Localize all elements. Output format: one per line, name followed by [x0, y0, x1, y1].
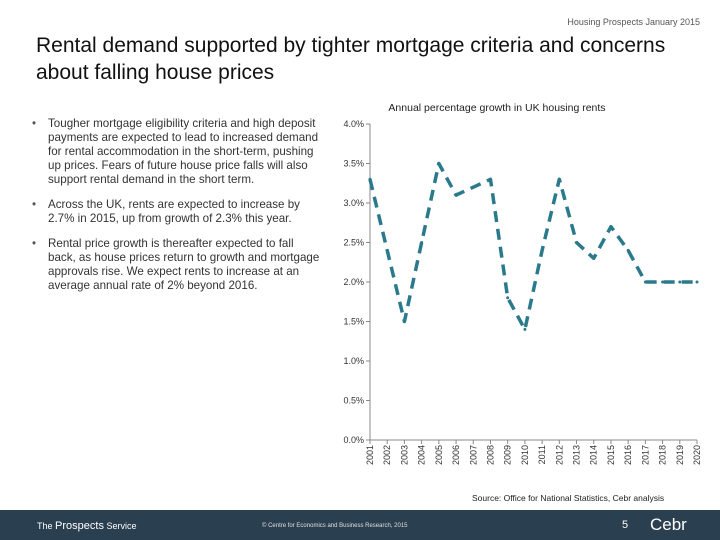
- page-title: Rental demand supported by tighter mortg…: [36, 34, 666, 84]
- x-tick-label: 2012: [554, 445, 564, 465]
- data-point: [661, 280, 665, 284]
- series-line: [368, 161, 697, 332]
- x-tick-label: 2009: [503, 445, 513, 465]
- bullet-item: • Tougher mortgage eligibility criteria a…: [30, 117, 320, 187]
- x-tick-label: 2007: [468, 445, 478, 465]
- x-tick-label: 2019: [675, 445, 685, 465]
- data-point: [643, 280, 647, 284]
- bullet-text: Tougher mortgage eligibility criteria an…: [48, 117, 319, 186]
- data-point: [385, 248, 389, 252]
- chart-title: Annual percentage growth in UK housing r…: [388, 102, 605, 114]
- data-point: [678, 280, 682, 284]
- x-tick-label: 2011: [537, 445, 547, 464]
- y-tick-label: 1.5%: [343, 317, 364, 327]
- data-point: [437, 162, 441, 165]
- data-point: [557, 177, 561, 181]
- y-tick-label: 2.5%: [343, 238, 364, 248]
- data-point: [506, 296, 510, 300]
- bullet-item: • Across the UK, rents are expected to in…: [30, 198, 320, 226]
- page-number: 5: [622, 519, 629, 531]
- cebr-logo: Cebr: [650, 515, 687, 534]
- bullet-list: • Tougher mortgage eligibility criteria a…: [30, 117, 320, 304]
- data-point: [695, 280, 699, 284]
- data-point: [523, 327, 527, 331]
- bullet-text: Rental price growth is thereafter expect…: [48, 237, 320, 292]
- bullet-dot: •: [32, 198, 37, 211]
- data-point: [368, 177, 372, 181]
- y-tick-label: 0.0%: [343, 435, 364, 445]
- x-tick-label: 2016: [623, 445, 633, 465]
- source-note: Source: Office for National Statistics, …: [472, 493, 665, 503]
- data-point: [609, 225, 613, 229]
- x-tick-label: 2020: [692, 445, 702, 465]
- x-tick-label: 2014: [589, 445, 599, 465]
- brand-suffix: Service: [106, 521, 137, 531]
- x-tick-label: 2003: [399, 445, 409, 465]
- x-tick-label: 2002: [382, 445, 392, 465]
- bullet-dot: •: [32, 237, 37, 250]
- y-tick-label: 2.0%: [343, 277, 364, 287]
- y-tick-label: 0.5%: [343, 396, 364, 406]
- header-note: Housing Prospects January 2015: [567, 17, 700, 27]
- brand-prefix: The: [37, 521, 53, 531]
- x-tick-label: 2008: [485, 445, 495, 465]
- data-point: [626, 248, 630, 252]
- data-point: [540, 248, 544, 252]
- data-point: [471, 185, 475, 189]
- x-tick-label: 2018: [658, 445, 668, 465]
- brand-main: Prospects: [55, 520, 104, 532]
- y-tick-label: 3.0%: [343, 198, 364, 208]
- footer-copyright: © Centre for Economics and Business Rese…: [262, 523, 408, 529]
- bullet-dot: •: [32, 117, 37, 130]
- x-tick-label: 2005: [434, 445, 444, 465]
- x-tick-label: 2017: [640, 445, 650, 465]
- x-tick-label: 2010: [520, 445, 530, 465]
- y-tick-label: 4.0%: [343, 119, 364, 129]
- data-point: [592, 256, 596, 260]
- data-point: [402, 320, 406, 323]
- x-tick-label: 2013: [572, 445, 582, 465]
- footer-brand: The Prospects Service: [37, 520, 136, 532]
- x-tick-label: 2004: [417, 445, 427, 465]
- x-tick-label: 2001: [365, 445, 375, 465]
- x-tick-label: 2006: [451, 445, 461, 465]
- bullet-item: • Rental price growth is thereafter expec…: [30, 237, 320, 293]
- data-point: [454, 193, 458, 197]
- footer-bar: The Prospects Service © Centre for Econo…: [0, 510, 720, 540]
- data-point: [420, 241, 424, 244]
- x-tick-label: 2015: [606, 445, 616, 465]
- y-tick-label: 1.0%: [343, 356, 364, 366]
- data-point: [575, 241, 579, 244]
- data-point: [488, 177, 492, 181]
- y-tick-label: 3.5%: [343, 159, 364, 169]
- bullet-text: Across the UK, rents are expected to inc…: [48, 198, 300, 225]
